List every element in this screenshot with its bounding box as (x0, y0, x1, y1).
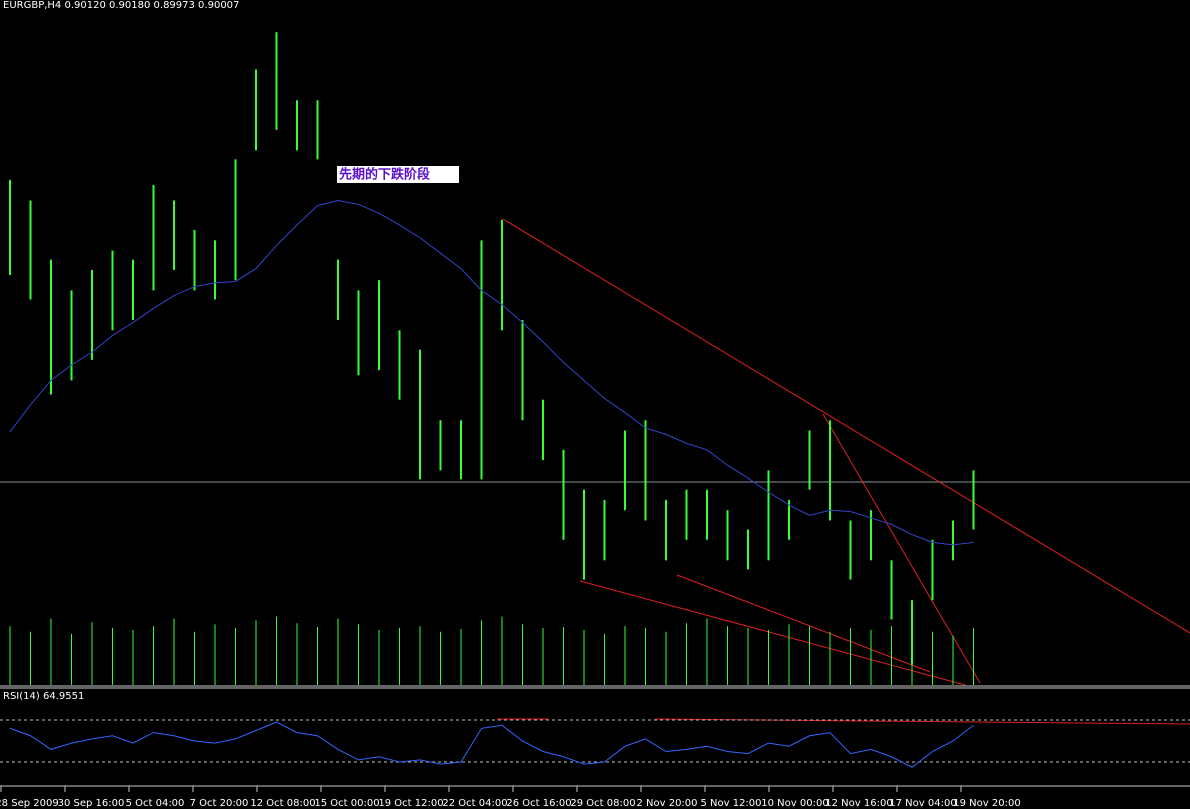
rsi-line (9, 721, 974, 768)
x-tick-label: 22 Oct 04:00 (442, 798, 507, 809)
annotation-box (337, 166, 459, 183)
x-tick-label: 10 Nov 00:00 (761, 798, 828, 809)
x-tick-label: 12 Nov 16:00 (825, 798, 892, 809)
trendline (579, 580, 966, 686)
x-tick-label: 5 Oct 04:00 (126, 798, 185, 809)
x-tick-label: 19 Oct 12:00 (378, 798, 443, 809)
trendline (502, 218, 1190, 634)
annotation: 先期的下跌阶段 (339, 167, 430, 183)
x-tick-label: 17 Nov 04:00 (889, 798, 956, 809)
x-tick-label: 7 Oct 20:00 (190, 798, 249, 809)
x-tick-label: 30 Sep 16:00 (58, 798, 125, 809)
x-tick-label: 26 Oct 16:00 (506, 798, 571, 809)
x-tick-label: 2 Nov 20:00 (636, 798, 697, 809)
x-tick-label: 29 Oct 08:00 (570, 798, 635, 809)
x-tick-label: 5 Nov 12:00 (700, 798, 761, 809)
trendline (822, 413, 981, 684)
rsi-title: RSI(14) 64.9551 (3, 691, 84, 702)
trendline (676, 574, 931, 673)
x-tick-label: 28 Sep 2009 (0, 798, 59, 809)
moving-average (9, 199, 974, 546)
x-tick-label: 12 Oct 08:00 (250, 798, 315, 809)
x-tick-label: 19 Nov 20:00 (953, 798, 1020, 809)
symbol-title: EURGBP,H4 0.90120 0.90180 0.89973 0.9000… (3, 0, 239, 11)
x-tick-label: 15 Oct 00:00 (314, 798, 379, 809)
